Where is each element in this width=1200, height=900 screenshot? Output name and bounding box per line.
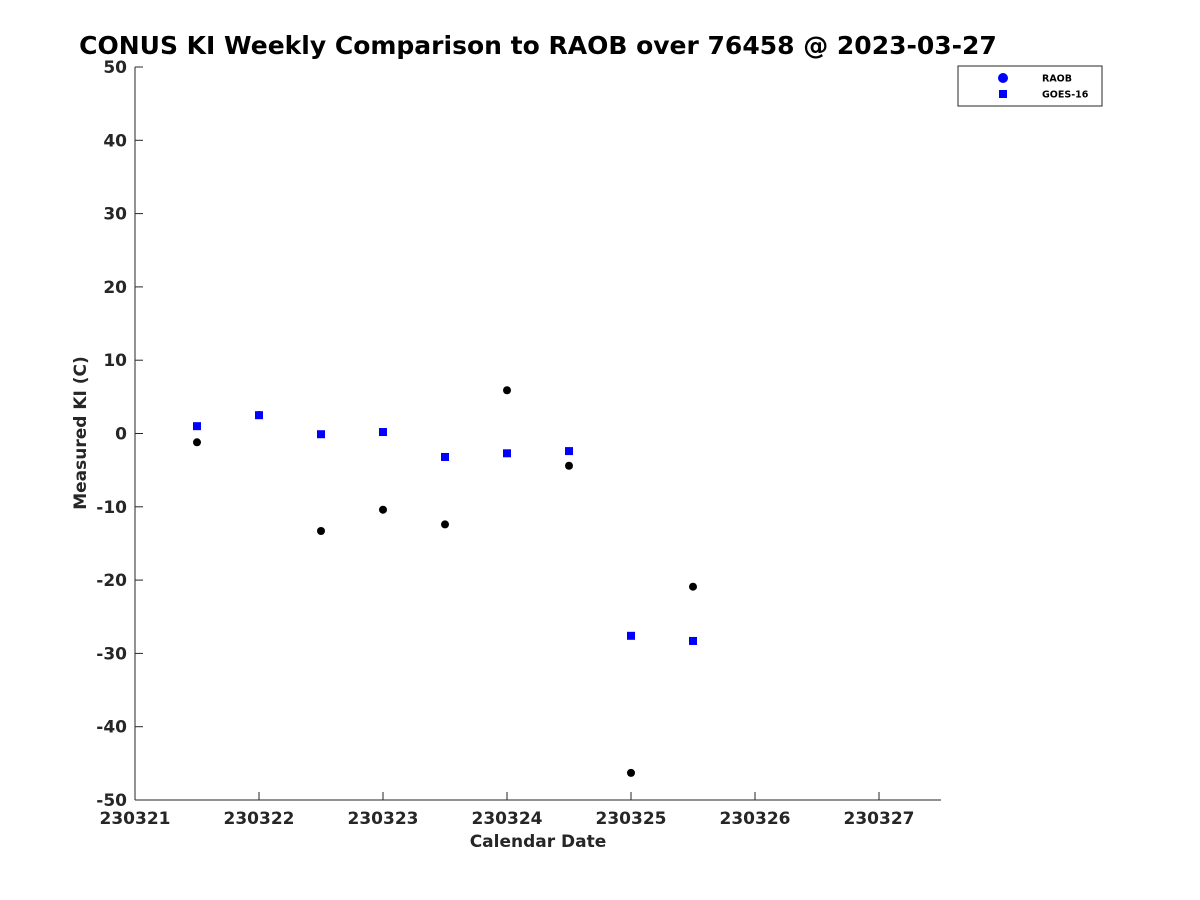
legend-marker-goes16 (999, 90, 1007, 98)
y-tick-label: -20 (96, 571, 127, 591)
chart-legend: RAOB GOES-16 (957, 65, 1103, 107)
series-goes16 (193, 411, 697, 645)
chart-axes (134, 67, 941, 801)
data-point-goes16 (441, 452, 449, 461)
x-tick-label: 230321 (100, 809, 171, 829)
data-point-goes16 (689, 636, 697, 645)
data-point-raob (689, 582, 697, 591)
data-point-raob (441, 520, 449, 529)
data-point-goes16 (255, 411, 263, 420)
x-tick-label: 230323 (348, 809, 419, 829)
y-tick-label: 30 (103, 205, 127, 225)
data-point-goes16 (379, 428, 387, 437)
data-point-raob (193, 438, 201, 447)
x-tick-label: 230326 (720, 809, 791, 829)
legend-label-raob: RAOB (1042, 74, 1072, 85)
y-tick-label: -50 (96, 791, 127, 811)
y-tick-label: -30 (96, 644, 127, 664)
y-tick-label: 10 (103, 351, 127, 371)
y-tick-label: 50 (103, 58, 127, 78)
y-axis-label: Measured KI (C) (71, 356, 91, 510)
x-tick-label: 230327 (844, 809, 915, 829)
y-tick-label: 40 (103, 131, 127, 151)
x-tick-label: 230322 (224, 809, 295, 829)
legend-marker-raob (998, 73, 1008, 83)
y-tick-label: 0 (115, 425, 127, 445)
data-point-goes16 (627, 631, 635, 640)
x-axis-label: Calendar Date (470, 832, 607, 852)
legend-label-goes16: GOES-16 (1042, 90, 1089, 101)
y-tick-label: -10 (96, 498, 127, 518)
data-point-goes16 (565, 447, 573, 456)
data-point-raob (503, 386, 511, 395)
data-point-goes16 (317, 430, 325, 439)
data-point-raob (379, 505, 387, 514)
data-point-goes16 (503, 449, 511, 458)
chart-title: CONUS KI Weekly Comparison to RAOB over … (79, 31, 997, 60)
data-point-raob (627, 768, 635, 777)
data-point-goes16 (193, 422, 201, 431)
data-point-raob (565, 461, 573, 470)
chart-points (193, 386, 697, 777)
series-raob (193, 386, 697, 777)
legend-box (957, 65, 1103, 107)
y-tick-label: -40 (96, 718, 127, 738)
y-tick-label: 20 (103, 278, 127, 298)
x-tick-label: 230325 (596, 809, 667, 829)
data-point-raob (317, 526, 325, 535)
x-tick-label: 230324 (472, 809, 543, 829)
